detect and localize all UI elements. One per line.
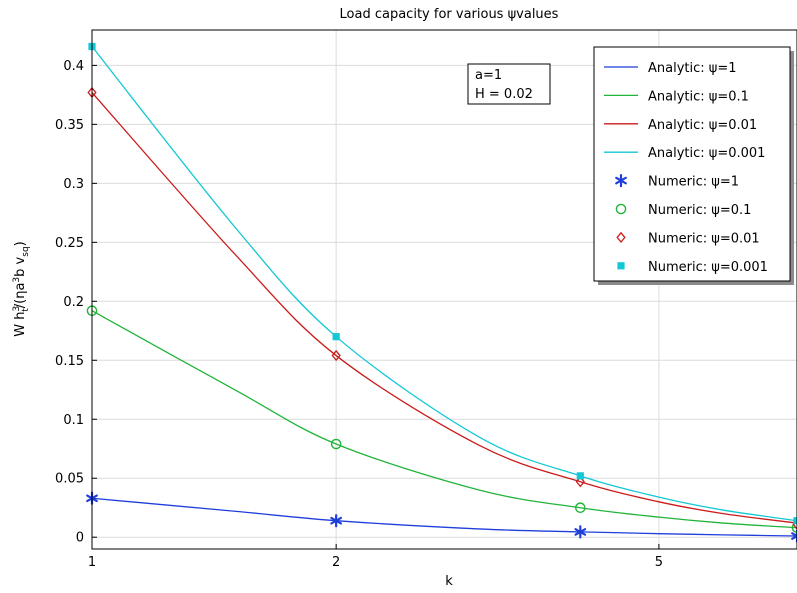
legend-label: Analytic: ψ=1 bbox=[648, 61, 737, 76]
legend-marker-1 bbox=[615, 203, 627, 215]
parameter-annotation: a=1 H = 0.02 bbox=[467, 63, 551, 105]
legend-box bbox=[593, 46, 791, 282]
x-axis-label: k bbox=[445, 574, 453, 589]
y-axis-label-part: 3 bbox=[12, 277, 22, 283]
analytic-curve-0 bbox=[91, 497, 797, 537]
y-tick-label: 0.35 bbox=[55, 118, 84, 133]
numeric-point-1-3 bbox=[791, 522, 797, 534]
legend-label: Analytic: ψ=0.01 bbox=[648, 118, 757, 133]
y-tick-label: 0.1 bbox=[63, 413, 84, 428]
annotation-line-2: H = 0.02 bbox=[475, 87, 533, 102]
legend-label: Analytic: ψ=0.001 bbox=[648, 146, 765, 161]
marker-stroke bbox=[791, 534, 797, 540]
numeric-point-0-1 bbox=[330, 514, 343, 528]
y-axis-ticks: 0 0.05 0.1 0.15 0.2 0.25 0.3 0.35 0.4 bbox=[55, 59, 97, 546]
analytic-curve-3 bbox=[91, 46, 797, 522]
numeric-point-3-2 bbox=[576, 472, 584, 480]
legend-label: Numeric: ψ=0.1 bbox=[648, 203, 751, 218]
y-axis-label-part: /(ηa bbox=[13, 283, 28, 309]
numeric-point-0-3 bbox=[791, 529, 797, 543]
legend: Analytic: ψ=1 Analytic: ψ=0.1 Analytic: ψ=… bbox=[593, 46, 794, 285]
numeric-point-1-1 bbox=[330, 438, 342, 450]
legend-label: Analytic: ψ=0.1 bbox=[648, 89, 749, 104]
numeric-point-2-2 bbox=[575, 476, 585, 488]
y-tick-label: 0.15 bbox=[55, 354, 84, 369]
y-tick-label: 0.2 bbox=[63, 295, 84, 310]
chart-title: Load capacity for various ψvalues bbox=[340, 7, 559, 22]
y-axis-label-part: W h bbox=[13, 312, 28, 337]
x-tick-label: 1 bbox=[88, 555, 96, 570]
numeric-point-2-1 bbox=[331, 349, 341, 362]
y-axis-label: W h3t/(ηa3b vsq) bbox=[12, 241, 31, 336]
plot-frame bbox=[91, 29, 797, 550]
annotation-box bbox=[467, 63, 551, 105]
x-tick-label: 2 bbox=[332, 555, 340, 570]
y-tick-label: 0.05 bbox=[55, 472, 84, 487]
numeric-point-1-2 bbox=[575, 502, 586, 514]
y-axis-label-part: sq bbox=[21, 246, 31, 256]
x-axis-ticks: 1 2 5 bbox=[88, 544, 663, 570]
analytic-curves bbox=[91, 46, 797, 537]
legend-label: Numeric: ψ=0.001 bbox=[648, 260, 768, 275]
legend-marker-0 bbox=[615, 174, 627, 188]
y-tick-label: 0.4 bbox=[63, 59, 84, 74]
y-tick-label: 0.3 bbox=[63, 177, 84, 192]
marker-stroke bbox=[791, 532, 797, 538]
numeric-point-3-3 bbox=[793, 517, 797, 525]
legend-marker-3 bbox=[617, 262, 625, 270]
marker-stroke bbox=[330, 516, 343, 525]
marker-stroke bbox=[615, 176, 627, 185]
y-tick-label: 0.25 bbox=[55, 236, 84, 251]
legend-label: Numeric: ψ=1 bbox=[648, 175, 739, 190]
x-tick-label: 5 bbox=[655, 555, 663, 570]
analytic-curve-1 bbox=[91, 310, 797, 529]
legend-label: Numeric: ψ=0.01 bbox=[648, 231, 760, 246]
marker-stroke bbox=[574, 528, 587, 536]
y-tick-label: 0 bbox=[76, 531, 84, 546]
legend-marker-2 bbox=[616, 231, 626, 244]
y-axis-label-part: t bbox=[21, 308, 31, 312]
analytic-curve-2 bbox=[91, 92, 797, 524]
numeric-point-3-1 bbox=[332, 333, 340, 341]
annotation-line-1: a=1 bbox=[475, 68, 502, 83]
y-axis-label-part: b v bbox=[13, 256, 28, 276]
numeric-point-0-2 bbox=[574, 525, 587, 539]
y-axis-label-part: ) bbox=[13, 241, 28, 246]
y-axis-label-part: 3 bbox=[12, 306, 22, 312]
